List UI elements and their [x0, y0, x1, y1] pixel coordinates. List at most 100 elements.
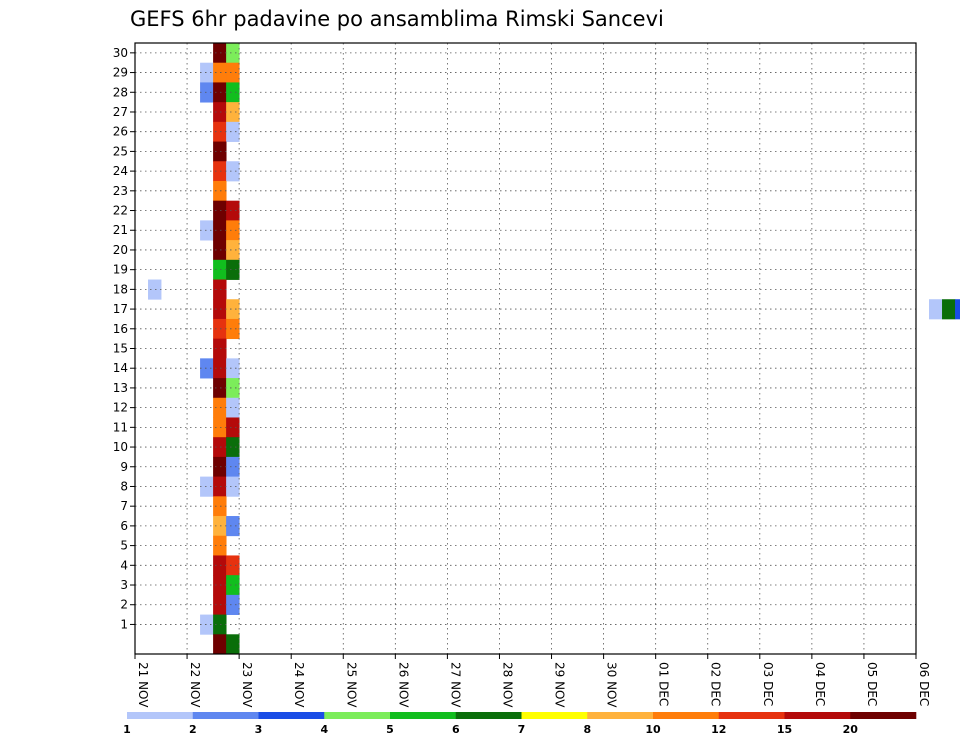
precip-cell	[226, 240, 240, 261]
precip-cell	[213, 594, 227, 615]
precip-cell	[213, 279, 227, 300]
x-tick-label: 01 DEC	[657, 662, 671, 706]
precip-cell	[213, 180, 227, 202]
precip-cell	[213, 338, 227, 359]
colorbar-label: 12	[711, 723, 726, 736]
precip-cell	[226, 299, 240, 320]
colorbar-swatch	[390, 712, 457, 719]
colorbar-swatch	[587, 712, 654, 719]
colorbar-swatch	[324, 712, 391, 719]
precip-cell	[226, 259, 240, 280]
colorbar-label: 5	[386, 723, 394, 736]
precip-cell	[200, 614, 214, 635]
y-tick-label: 18	[113, 282, 128, 296]
precip-cell	[226, 378, 240, 399]
precip-cell	[213, 318, 227, 340]
y-tick-label: 13	[113, 381, 128, 395]
colorbar-label: 15	[777, 723, 792, 736]
precip-cell	[213, 141, 227, 162]
y-tick-label: 5	[120, 539, 128, 553]
precip-cell	[226, 417, 240, 438]
colorbar-label: 7	[518, 723, 526, 736]
colorbar-swatch	[455, 712, 522, 719]
precip-cell	[226, 594, 240, 615]
y-tick-label: 27	[113, 105, 128, 119]
precip-cell	[213, 299, 227, 320]
precip-cell	[213, 397, 227, 418]
precip-cell	[200, 220, 214, 241]
colorbar-label: 1	[123, 723, 131, 736]
y-tick-label: 26	[113, 125, 128, 139]
colorbar-swatch	[653, 712, 720, 719]
precip-cell	[226, 456, 240, 478]
precip-cell	[213, 634, 227, 655]
y-tick-label: 21	[113, 223, 128, 237]
x-tick-label: 27 NOV	[448, 662, 462, 708]
precip-cell	[226, 575, 240, 596]
precip-cell	[213, 220, 227, 241]
precip-cell	[213, 417, 227, 438]
precip-cell	[213, 496, 227, 517]
colorbar-label: 3	[255, 723, 263, 736]
precip-cell	[213, 161, 227, 182]
precip-cell	[942, 299, 956, 320]
precip-cell	[213, 516, 227, 537]
precip-cell	[226, 220, 240, 241]
precip-cell	[213, 575, 227, 596]
precip-cell	[213, 102, 227, 123]
precip-cell	[955, 299, 960, 320]
x-tick-label: 05 DEC	[865, 662, 879, 706]
colorbar-label: 2	[189, 723, 197, 736]
y-tick-label: 2	[120, 598, 128, 612]
y-tick-label: 30	[113, 46, 128, 60]
precip-cell	[213, 378, 227, 399]
precip-cell	[148, 279, 162, 300]
precip-cell	[226, 397, 240, 418]
precip-cell	[226, 516, 240, 537]
precip-cell	[200, 62, 214, 83]
x-tick-label: 25 NOV	[344, 662, 358, 708]
precip-cell	[226, 318, 240, 340]
precip-cell	[213, 82, 227, 103]
y-tick-label: 7	[120, 499, 128, 513]
y-tick-label: 25	[113, 144, 128, 158]
precip-cell	[200, 82, 214, 103]
x-tick-label: 29 NOV	[553, 662, 567, 708]
x-tick-label: 28 NOV	[501, 662, 515, 708]
precip-cell	[226, 358, 240, 379]
colorbar-swatch	[718, 712, 785, 719]
colorbar-swatch	[784, 712, 851, 719]
precip-cell	[213, 259, 227, 280]
y-tick-label: 12	[113, 401, 128, 415]
precip-cell	[226, 437, 240, 458]
precip-cell	[213, 437, 227, 458]
precip-cell	[213, 200, 227, 221]
x-tick-label: 21 NOV	[136, 662, 150, 708]
colorbar-label: 10	[645, 723, 661, 736]
colorbar-label: 8	[583, 723, 591, 736]
y-tick-label: 24	[113, 164, 128, 178]
precip-cell	[213, 476, 227, 497]
colorbar-swatch	[521, 712, 588, 719]
y-tick-label: 20	[113, 243, 128, 257]
precip-cell	[226, 121, 240, 142]
y-tick-label: 28	[113, 85, 128, 99]
x-tick-label: 24 NOV	[292, 662, 306, 708]
y-tick-label: 14	[113, 361, 128, 375]
x-tick-label: 26 NOV	[396, 662, 410, 708]
precip-cell	[226, 82, 240, 103]
colorbar-swatch	[127, 712, 194, 719]
y-tick-label: 19	[113, 263, 128, 277]
precip-cell	[213, 358, 227, 379]
y-tick-label: 6	[120, 519, 128, 533]
colorbar-swatch	[192, 712, 259, 719]
x-tick-label: 06 DEC	[917, 662, 931, 706]
y-tick-label: 17	[113, 302, 128, 316]
x-tick-label: 03 DEC	[761, 662, 775, 706]
y-tick-label: 16	[113, 322, 128, 336]
precip-cell	[213, 43, 227, 64]
precip-cell	[213, 555, 227, 576]
y-tick-label: 11	[113, 420, 128, 434]
precip-cell	[929, 299, 943, 320]
